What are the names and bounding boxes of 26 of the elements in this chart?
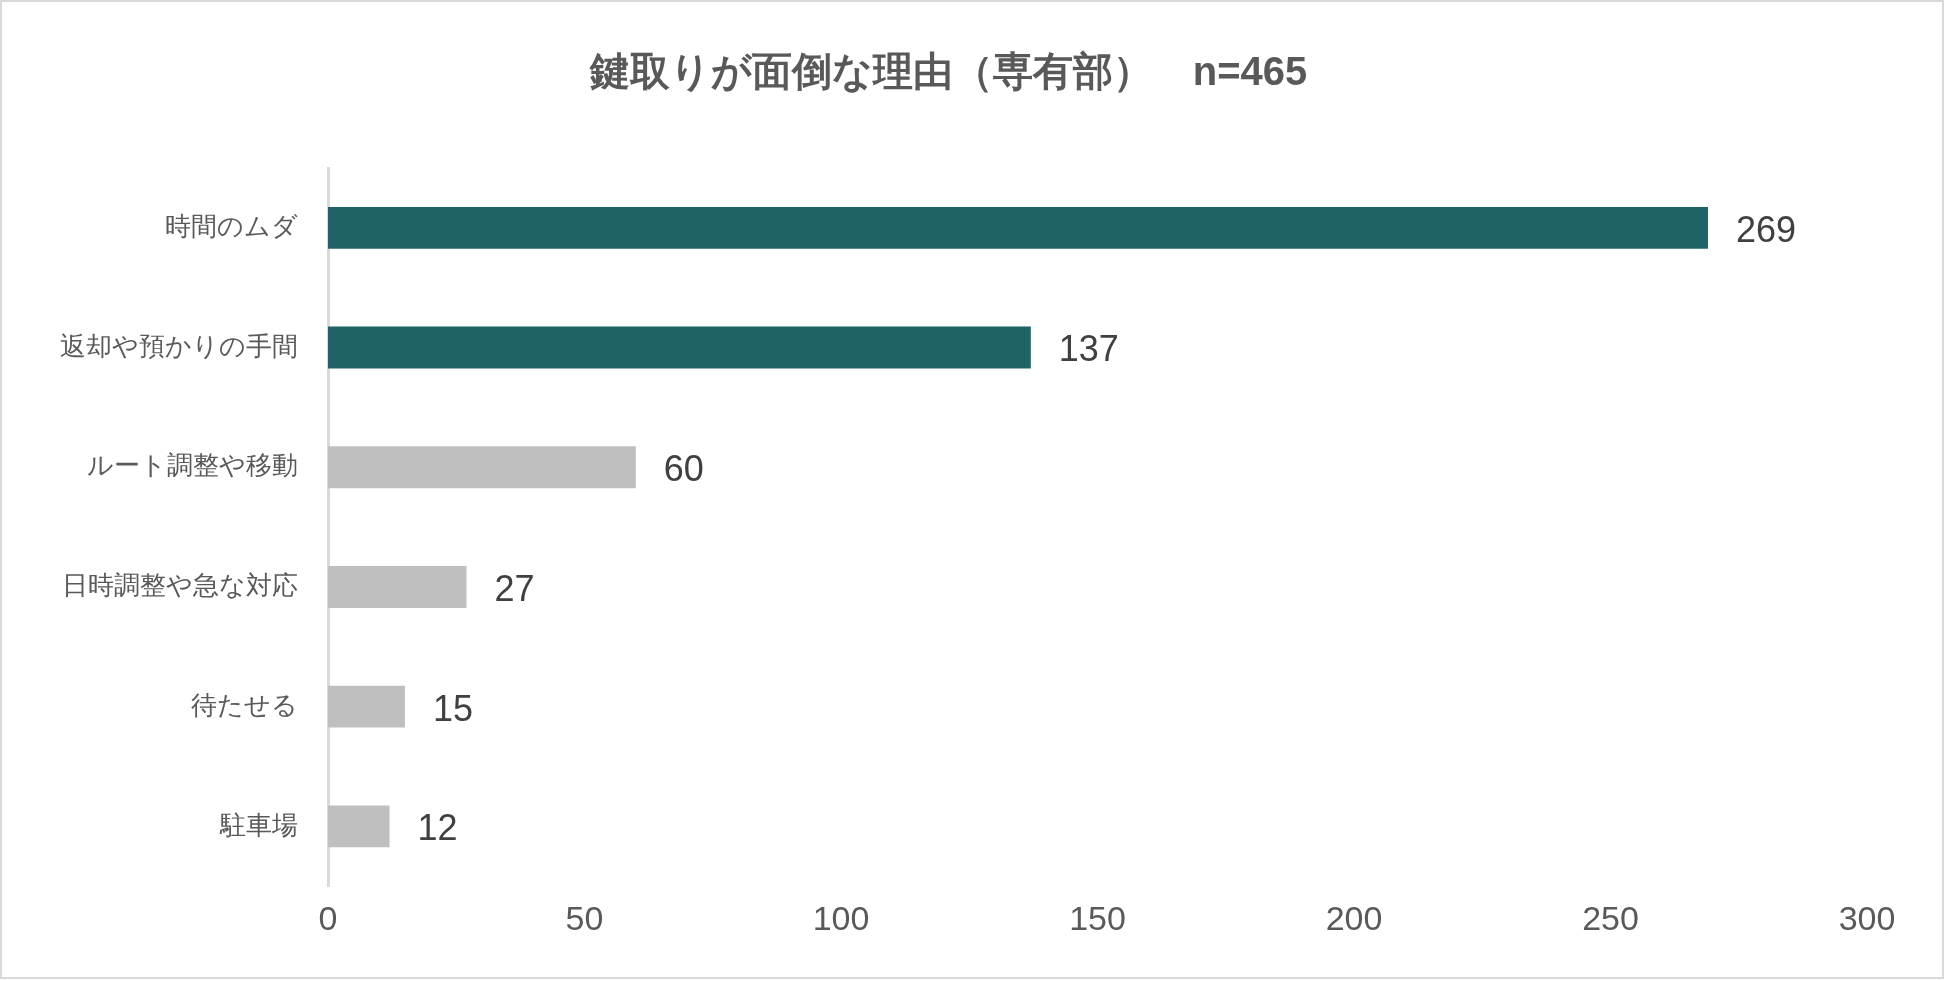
y-tick-label: 日時調整や急な対応: [62, 570, 298, 601]
data-label: 12: [417, 807, 458, 849]
bar: [328, 685, 405, 728]
chart-title: 鍵取りが面倒な理由（専有部） n=465: [588, 49, 1308, 94]
x-tick-label: 250: [1582, 898, 1639, 937]
y-tick-label: 待たせる: [191, 689, 298, 720]
bar: [328, 326, 1031, 369]
x-tick-label: 200: [1325, 898, 1383, 937]
x-tick-label: 50: [565, 898, 604, 937]
data-label: 60: [663, 448, 704, 490]
data-label: 137: [1058, 328, 1119, 370]
data-label: 269: [1735, 208, 1797, 250]
y-tick-label: ルート調整や移動: [87, 450, 298, 481]
bar: [328, 805, 390, 848]
bar: [328, 446, 636, 489]
x-tick-label: 150: [1069, 898, 1126, 937]
bar: [328, 566, 467, 608]
data-label: 15: [432, 687, 473, 729]
y-tick-label: 返却や預かりの手間: [60, 330, 298, 361]
y-tick-label: 時間のムダ: [165, 211, 298, 242]
x-tick-label: 300: [1838, 898, 1896, 937]
bar: [328, 206, 1708, 249]
x-tick-label: 0: [318, 898, 338, 937]
y-tick-label: 駐車場: [219, 809, 298, 840]
data-label: 27: [494, 567, 535, 609]
x-tick-label: 100: [812, 898, 870, 937]
